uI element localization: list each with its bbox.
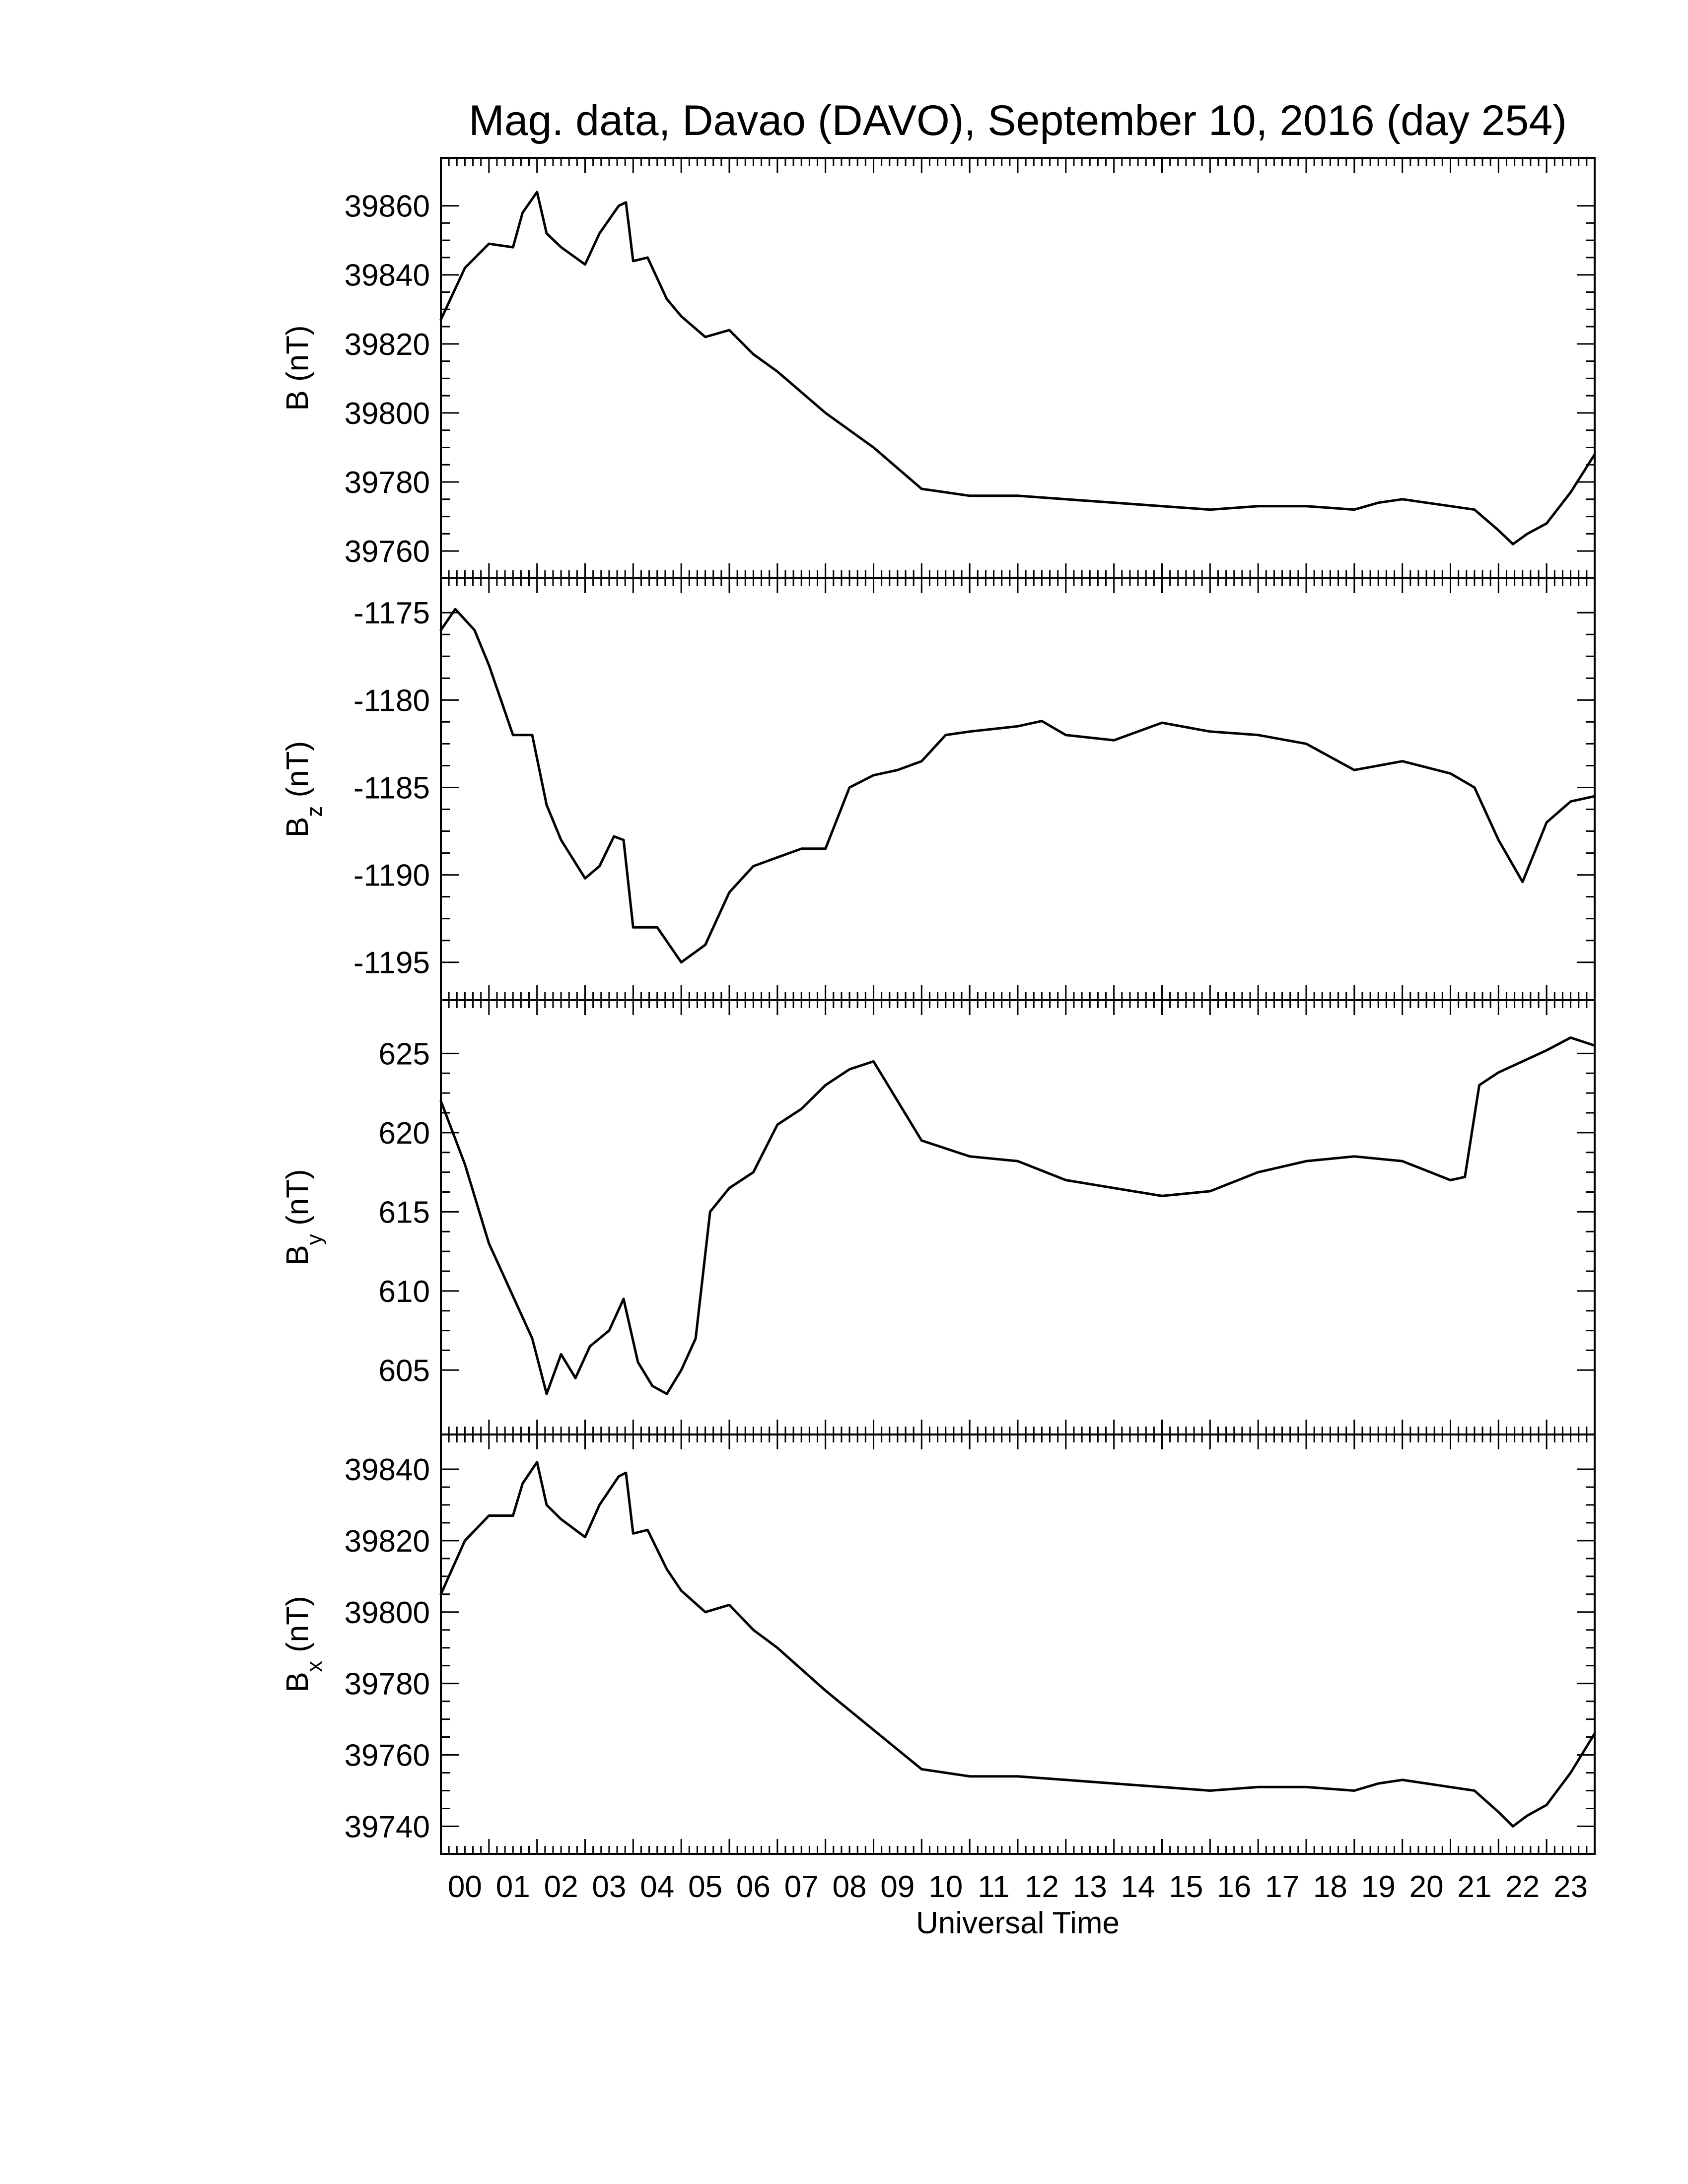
y-tick-label: 605 <box>379 1354 430 1388</box>
series-line-by <box>439 1036 1596 1395</box>
y-tick-label: 615 <box>379 1195 430 1229</box>
y-axis-title-unit: (nT) <box>281 1169 315 1234</box>
x-tick-label: 21 <box>1457 1870 1491 1904</box>
x-tick-label: 01 <box>496 1870 530 1904</box>
x-axis-title: Universal Time <box>916 1906 1120 1940</box>
y-axis-title-main: B <box>281 1245 315 1265</box>
y-tick-label: 39760 <box>345 1739 430 1773</box>
y-tick-label: 39840 <box>345 259 430 293</box>
x-tick-label: 23 <box>1553 1870 1588 1904</box>
x-tick-label: 03 <box>592 1870 626 1904</box>
x-tick-label: 22 <box>1505 1870 1540 1904</box>
y-tick-label: 620 <box>379 1116 430 1151</box>
series-line-b <box>439 191 1596 546</box>
series-line-bz <box>439 608 1596 964</box>
y-axis-title-unit: (nT) <box>281 325 315 390</box>
y-tick-label: 39800 <box>345 397 430 431</box>
y-tick-label: 39760 <box>345 535 430 569</box>
y-tick-label: 39860 <box>345 190 430 224</box>
x-tick-label: 16 <box>1217 1870 1251 1904</box>
x-tick-label: 14 <box>1121 1870 1155 1904</box>
panel-frame <box>440 157 1596 579</box>
x-tick-label: 10 <box>928 1870 963 1904</box>
x-tick-label: 20 <box>1409 1870 1444 1904</box>
panel-frame <box>440 999 1596 1435</box>
y-tick-label: 39820 <box>345 1524 430 1559</box>
y-axis-title-subscript: x <box>302 1661 327 1672</box>
y-axis-title: B (nT) <box>281 325 315 410</box>
panel-frame <box>440 577 1596 1001</box>
panel-bx: 39740 39760 39780 39800 39820 39840 Bx (nT) <box>281 1433 1596 1855</box>
y-tick-label: 610 <box>379 1275 430 1309</box>
x-tick-label: 00 <box>448 1870 482 1904</box>
y-axis-title-subscript: z <box>302 806 327 817</box>
x-tick-label: 19 <box>1361 1870 1396 1904</box>
y-tick-label: -1190 <box>353 859 430 893</box>
x-tick-label: 12 <box>1025 1870 1059 1904</box>
x-tick-label: 07 <box>784 1870 819 1904</box>
panel-by: 605 610 615 620 625 By (nT) <box>281 999 1596 1435</box>
y-tick-label: 39840 <box>345 1453 430 1487</box>
y-tick-label: -1195 <box>353 946 430 980</box>
y-axis-title-main: B <box>281 1672 315 1692</box>
y-axis-title-unit: (nT) <box>281 741 315 806</box>
series-line-bx <box>439 1461 1596 1828</box>
panel-frame <box>440 1433 1596 1855</box>
y-axis-title: By (nT) <box>281 1169 327 1265</box>
x-tick-label: 02 <box>544 1870 578 1904</box>
x-axis: 00 01 02 03 04 05 06 07 08 09 10 11 12 13 14 15 16 17 18 19… <box>448 1870 1588 1904</box>
x-tick-label: 18 <box>1313 1870 1347 1904</box>
x-tick-label: 13 <box>1073 1870 1107 1904</box>
y-axis-title-main: B <box>281 817 315 837</box>
y-tick-label: 625 <box>379 1037 430 1071</box>
panel-bz: -1175 -1180 -1185 -1190 -1195 Bz (nT) <box>281 577 1596 1001</box>
y-tick-label: 39740 <box>345 1810 430 1844</box>
x-tick-label: 11 <box>978 1870 1009 1904</box>
y-tick-label: -1185 <box>353 771 430 805</box>
x-tick-label: 05 <box>688 1870 722 1904</box>
y-axis-title: Bz (nT) <box>281 741 327 837</box>
x-tick-label: 04 <box>640 1870 674 1904</box>
y-axis-title-subscript: y <box>302 1234 327 1245</box>
x-tick-label: 17 <box>1265 1870 1299 1904</box>
y-tick-label: 39800 <box>345 1596 430 1630</box>
y-axis-title-unit: (nT) <box>281 1596 315 1661</box>
y-tick-label: -1180 <box>353 683 430 718</box>
x-tick-label: 15 <box>1169 1870 1203 1904</box>
x-tick-label: 06 <box>736 1870 771 1904</box>
y-tick-label: 39780 <box>345 1667 430 1702</box>
y-axis-title: Bx (nT) <box>281 1596 327 1692</box>
y-axis-title-main: B <box>281 390 315 410</box>
y-tick-label: -1175 <box>353 596 430 630</box>
panel-b: 39760 39780 39800 39820 39840 39860 B (nT) <box>281 157 1596 579</box>
y-tick-label: 39780 <box>345 466 430 500</box>
chart-title: Mag. data, Davao (DAVO), September 10, 2… <box>469 97 1567 144</box>
x-tick-label: 08 <box>833 1870 867 1904</box>
y-tick-label: 39820 <box>345 328 430 362</box>
x-tick-label: 09 <box>880 1870 914 1904</box>
